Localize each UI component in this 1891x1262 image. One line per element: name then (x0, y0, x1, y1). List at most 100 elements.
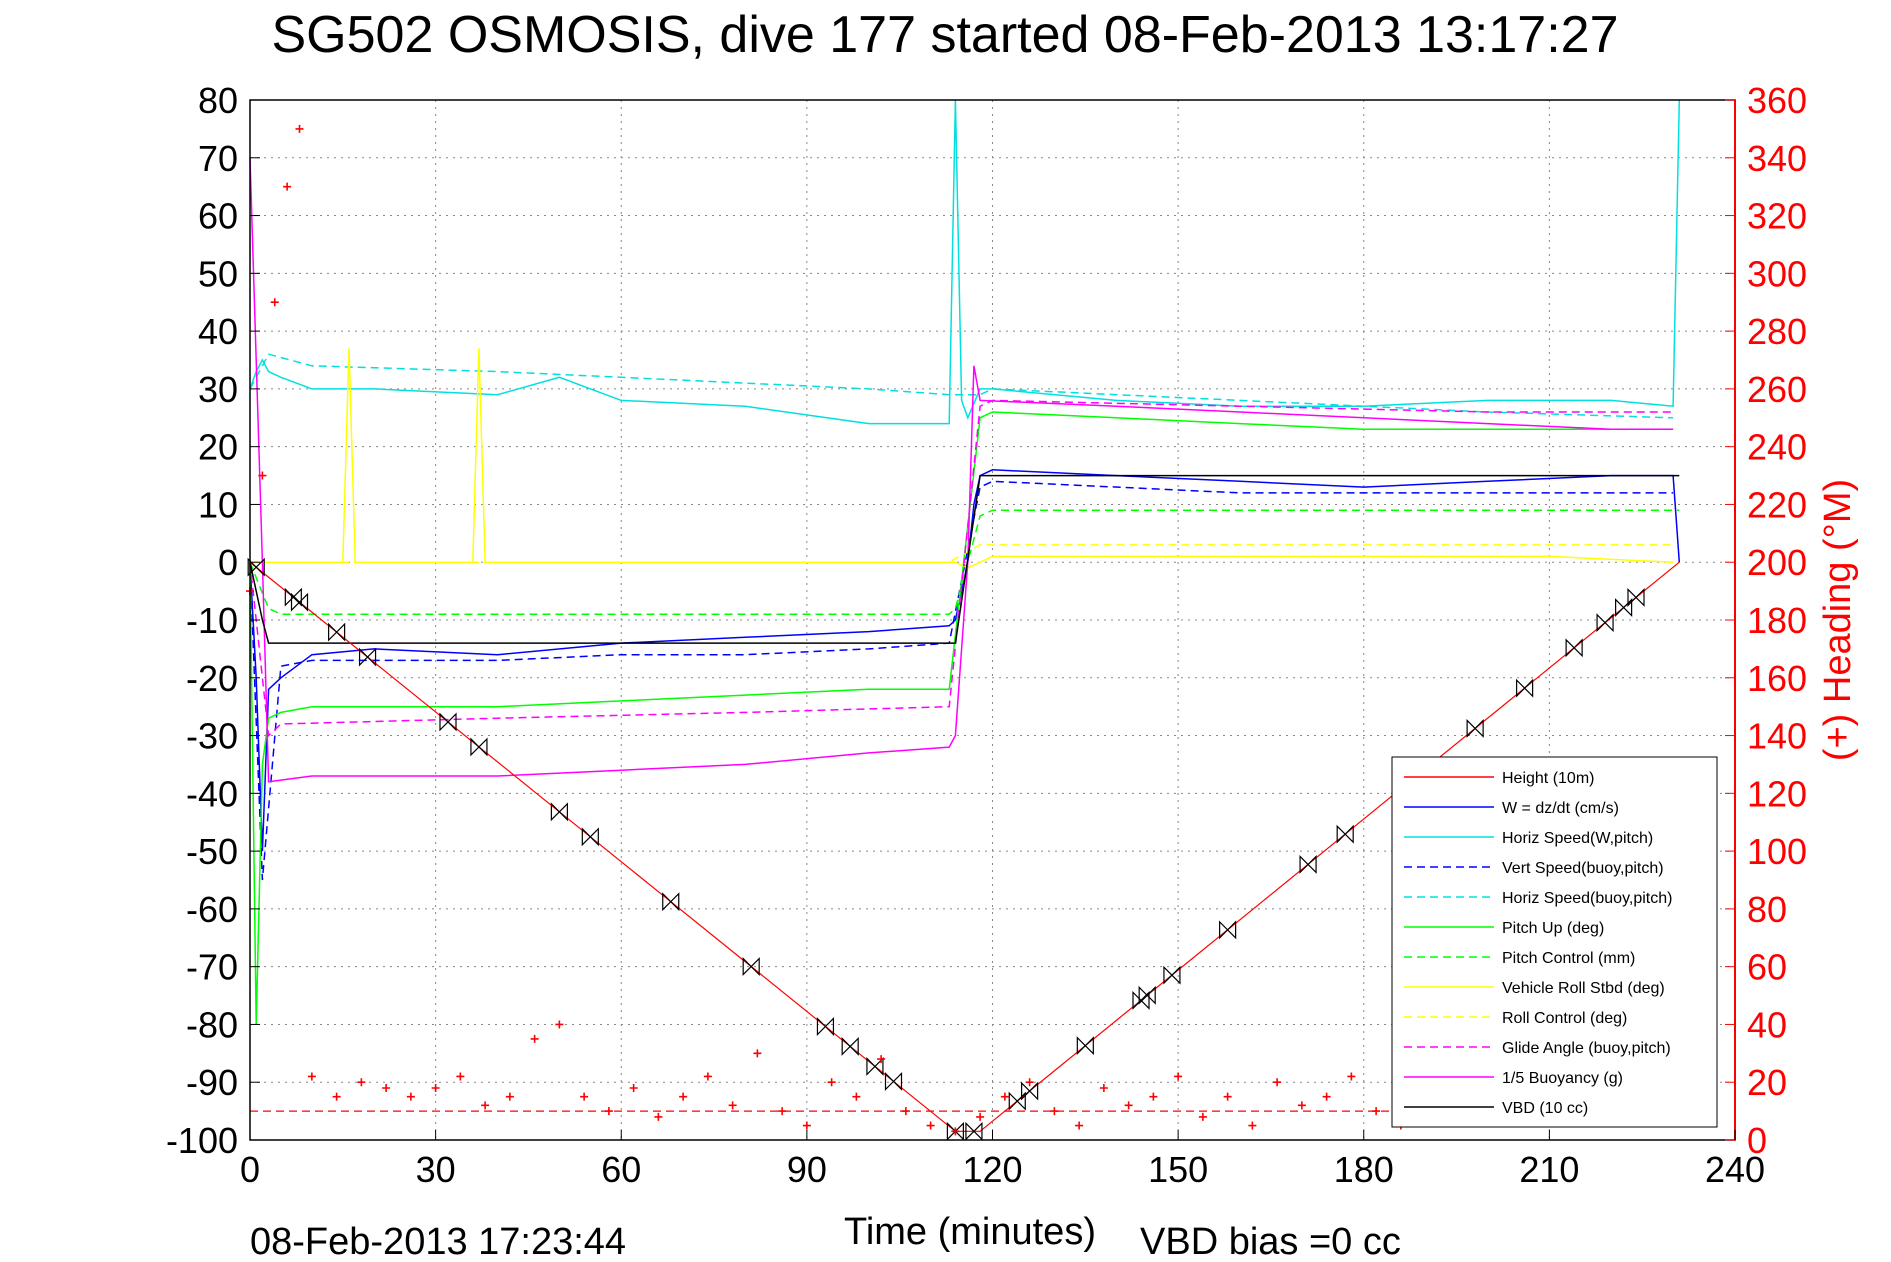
vbd-marker (358, 647, 377, 667)
y2-tick-label: 60 (1747, 947, 1787, 988)
y-tick-label: 10 (198, 484, 238, 525)
series-line (249, 474, 1680, 644)
x-tick-label: 60 (601, 1149, 641, 1190)
heading-point (802, 1121, 811, 1130)
heading-point (1273, 1078, 1282, 1087)
heading-point (901, 1107, 910, 1116)
heading-point (505, 1092, 514, 1101)
x-tick-label: 90 (787, 1149, 827, 1190)
heading-point (1099, 1084, 1108, 1092)
series-line (250, 544, 1674, 563)
heading-point (555, 1020, 564, 1029)
heading-point (778, 1107, 787, 1116)
y2-tick-label: 120 (1747, 773, 1807, 814)
x-tick-label: 0 (240, 1149, 260, 1190)
heading-point (1322, 1092, 1331, 1101)
y2-tick-label: 40 (1747, 1004, 1787, 1045)
vbd-marker (884, 1071, 903, 1091)
y-tick-label: -90 (186, 1062, 238, 1103)
heading-point (431, 1084, 440, 1092)
y-tick-label: 70 (198, 138, 238, 179)
heading-point (926, 1121, 935, 1130)
y-tick-label: -40 (186, 773, 238, 814)
right-axis-ticks: 3603403203002802602402202001801601401201… (1725, 80, 1807, 1161)
footer-vbd-bias: VBD bias =0 cc (1140, 1221, 1401, 1262)
heading-point (580, 1092, 589, 1101)
heading-point (295, 124, 304, 133)
series-line (249, 399, 1674, 738)
vbd-marker (816, 1017, 835, 1036)
vbd-marker (581, 827, 599, 847)
legend-box (1391, 756, 1718, 1128)
plot-series (246, 99, 1681, 1141)
y2-tick-label: 300 (1747, 253, 1807, 294)
y-tick-label: -20 (186, 658, 238, 699)
heading-point (1075, 1121, 1084, 1130)
x-tick-label: 30 (416, 1149, 456, 1190)
heading-point (1124, 1101, 1133, 1110)
left-axis-ticks: 80 70 60 50 40 30 20 10 0 -10 -20 -30 -40 -50 -60 -70 -8… (166, 80, 260, 1161)
y-tick-label: -30 (186, 716, 238, 757)
heading-point (654, 1112, 663, 1121)
x-axis-label: Time (minutes) (844, 1211, 1096, 1253)
heading-point (1223, 1092, 1232, 1101)
heading-point (332, 1092, 341, 1101)
legend: Height (10m) W = dz/dt (cm/s) Horiz Speed(… (1391, 756, 1718, 1128)
vbd-marker (284, 587, 302, 607)
heading-point (1050, 1107, 1059, 1116)
x-tick-label: 210 (1519, 1149, 1579, 1190)
y2-tick-label: 160 (1747, 658, 1807, 699)
legend-label: Roll Control (deg) (1502, 1010, 1627, 1027)
heading-point (456, 1072, 465, 1081)
vbd-marker (965, 1121, 983, 1141)
vbd-marker (247, 557, 265, 577)
heading-point (852, 1092, 861, 1101)
y2-tick-label: 100 (1747, 831, 1807, 872)
y2-tick-label: 340 (1747, 138, 1807, 179)
y-tick-label: -60 (186, 889, 238, 930)
heading-point (1174, 1072, 1183, 1081)
y2-tick-label: 20 (1747, 1062, 1787, 1103)
y-tick-label: -50 (186, 831, 238, 872)
legend-label: Height (10m) (1502, 770, 1594, 787)
heading-point (1297, 1101, 1306, 1110)
y-tick-label: 20 (198, 427, 238, 468)
y2-tick-label: 0 (1747, 1120, 1767, 1161)
vbd-marker (1565, 638, 1583, 658)
vbd-marker (1299, 854, 1317, 874)
y2-tick-label: 240 (1747, 427, 1807, 468)
heading-point (1149, 1092, 1158, 1101)
y-tick-label: 50 (198, 253, 238, 294)
vbd-marker (1163, 965, 1181, 985)
heading-point (382, 1084, 391, 1092)
heading-point (530, 1034, 539, 1043)
y-tick-label: -10 (186, 600, 238, 641)
heading-point (877, 1055, 886, 1064)
vbd-marker (1596, 613, 1614, 633)
vbd-marker (841, 1037, 859, 1056)
grid-lines (250, 100, 1735, 1140)
heading-point (951, 1127, 960, 1136)
legend-label: Vert Speed(buoy,pitch) (1502, 860, 1664, 877)
heading-point (728, 1101, 737, 1110)
y2-tick-label: 200 (1747, 542, 1807, 583)
vbd-marker (1627, 588, 1645, 607)
legend-label: W = dz/dt (cm/s) (1502, 800, 1619, 817)
series-line (249, 353, 1674, 419)
heading-point (827, 1078, 836, 1087)
y2-tick-label: 180 (1747, 600, 1807, 641)
y-tick-label: -70 (186, 947, 238, 988)
heading-point (307, 1072, 316, 1081)
legend-label: Horiz Speed(buoy,pitch) (1502, 890, 1672, 907)
heading-point (283, 182, 292, 191)
y-tick-label: 30 (198, 369, 238, 410)
series-line (249, 157, 1674, 783)
heading-point (604, 1107, 613, 1116)
y-tick-label: 0 (218, 542, 238, 583)
vbd-marker (470, 737, 488, 757)
vbd-marker (550, 802, 568, 822)
heading-point (1000, 1092, 1009, 1101)
right-axis-label: (+) Heading (°M) (1817, 479, 1859, 761)
heading-point (258, 471, 267, 480)
series-line (249, 480, 1674, 881)
